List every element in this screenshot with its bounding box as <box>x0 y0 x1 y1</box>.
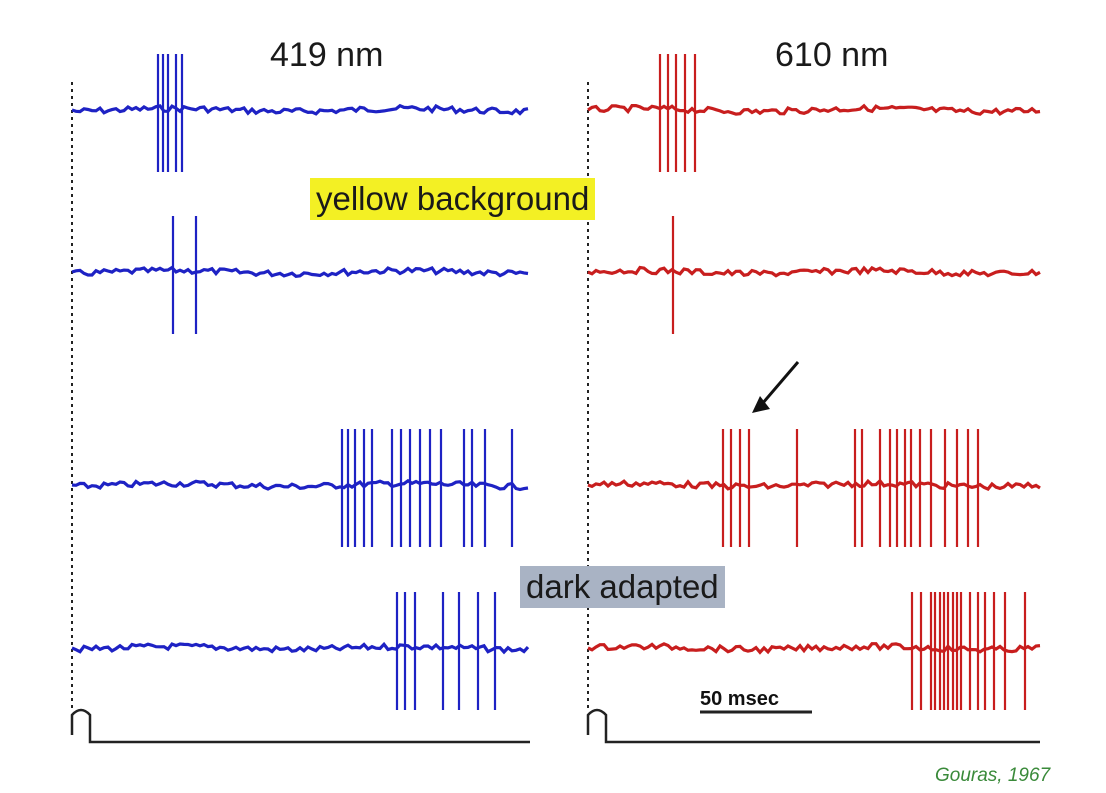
stimulus-timing-marker <box>586 708 1040 744</box>
citation: Gouras, 1967 <box>935 765 1051 786</box>
column-title-419nm: 419 nm <box>270 36 384 74</box>
arrow-shaft <box>760 361 800 405</box>
baseline-trace <box>587 265 1041 278</box>
baseline-trace <box>587 642 1041 655</box>
column-title-610nm: 610 nm <box>775 36 889 74</box>
baseline-trace <box>587 478 1041 492</box>
baseline-trace <box>71 103 529 116</box>
baseline-trace <box>587 103 1041 116</box>
dark-adapted-label: dark adapted <box>520 566 725 608</box>
stimulus-timing-marker <box>70 708 530 744</box>
baseline-trace <box>71 265 529 278</box>
yellow-background-label: yellow background <box>310 178 596 220</box>
scale-bar-label: 50 msec <box>700 688 779 710</box>
arrow-head <box>752 396 770 413</box>
baseline-trace <box>71 478 529 492</box>
baseline-trace <box>71 641 530 655</box>
